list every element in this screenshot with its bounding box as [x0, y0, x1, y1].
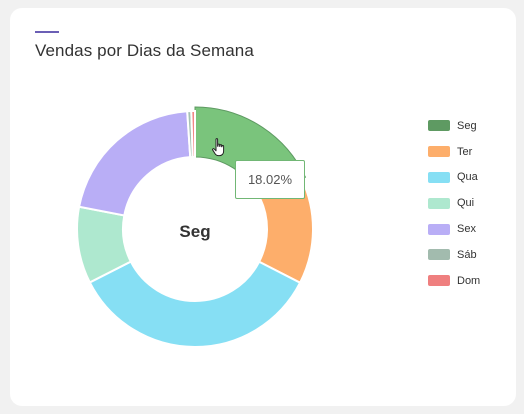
legend-swatch [428, 249, 450, 261]
legend-swatch [428, 120, 450, 132]
legend-item-sex[interactable]: Sex [428, 216, 480, 242]
legend-label: Seg [457, 119, 477, 132]
chart-legend: Seg Ter Qua Qui Sex Sáb Dom [428, 113, 480, 294]
legend-swatch [428, 197, 450, 209]
chart-card: Vendas por Dias da Semana Seg Seg Ter Qua Q… [10, 8, 516, 406]
title-accent-line [35, 31, 59, 33]
legend-item-qui[interactable]: Qui [428, 190, 480, 216]
legend-label: Qui [457, 197, 475, 210]
legend-swatch [428, 223, 450, 235]
legend-item-ter[interactable]: Ter [428, 139, 480, 165]
legend-label: Dom [457, 274, 481, 287]
chart-tooltip: 18.02% [235, 160, 305, 199]
legend-label: Sáb [457, 248, 477, 261]
legend-label: Ter [457, 145, 473, 158]
legend-label: Sex [457, 223, 476, 236]
legend-label: Qua [457, 171, 478, 184]
doughnut-chart[interactable]: Seg [10, 8, 516, 406]
legend-swatch [428, 275, 450, 287]
legend-item-seg[interactable]: Seg [428, 113, 480, 139]
center-label: Seg [179, 222, 210, 241]
slice-sex[interactable] [77, 110, 192, 217]
legend-swatch [428, 146, 450, 158]
slice-qua[interactable] [88, 260, 302, 348]
slices-group [76, 106, 314, 348]
slice-dom[interactable] [190, 109, 196, 159]
legend-item-dom[interactable]: Dom [428, 268, 480, 294]
chart-title: Vendas por Dias da Semana [35, 41, 254, 60]
legend-item-sáb[interactable]: Sáb [428, 242, 480, 268]
legend-item-qua[interactable]: Qua [428, 165, 480, 191]
legend-swatch [428, 171, 450, 183]
hand-pointer-icon [212, 138, 225, 157]
